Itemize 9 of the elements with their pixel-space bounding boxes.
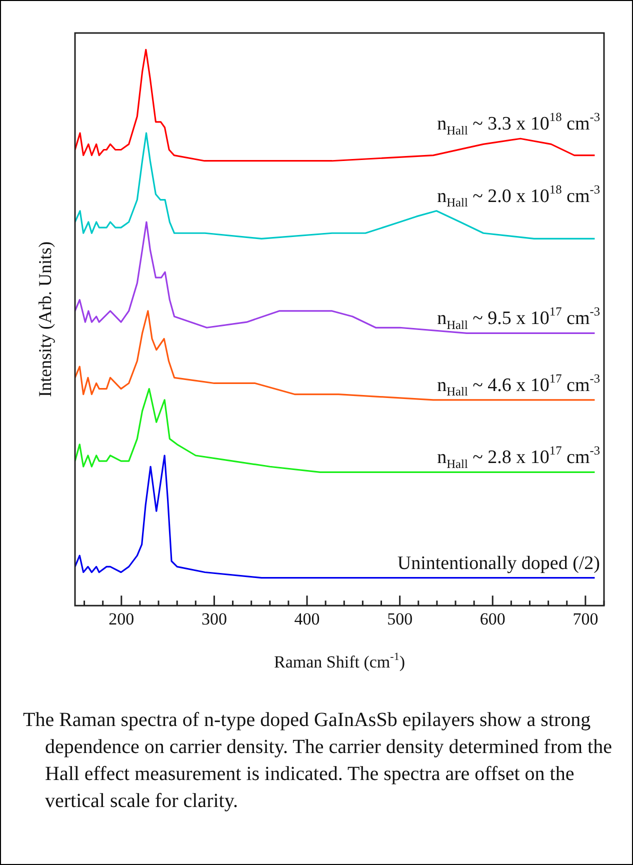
text: The Raman spectra of n-type doped GaInAsSb epilayers show a strong dependence on carrier density. The carrier density determined from the Hall effect measurement is indicated. The spectra are offset on the vertical scale for clarity. [23,708,613,814]
x-tick-label: 400 [294,609,320,628]
series-label: Unintentionally doped (/2) [397,552,600,574]
x-tick-label: 600 [480,609,506,628]
x-tick-label: 300 [201,609,227,628]
y-axis-title: Intensity (Arb. Units) [35,242,55,398]
x-tick-label: 200 [108,609,134,628]
x-tick-label: 700 [572,609,598,628]
x-tick-label: 500 [387,609,413,628]
